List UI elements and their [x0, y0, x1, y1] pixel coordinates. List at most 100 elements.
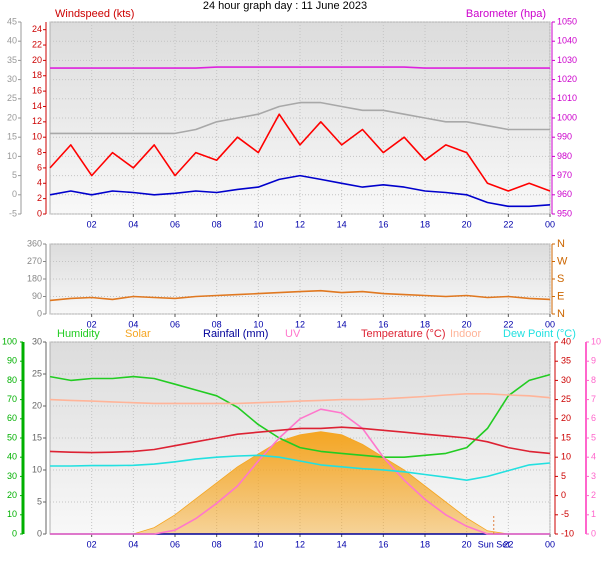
y-tick-label: 12 — [32, 116, 42, 126]
y-tick-label: 30 — [7, 74, 17, 84]
legend-entry: Dew Point (°C) — [503, 328, 576, 340]
x-tick-label: 14 — [337, 319, 347, 329]
x-tick-label: 18 — [420, 319, 430, 329]
x-tick-label: 16 — [378, 319, 388, 329]
y-tick-label: 14 — [32, 101, 42, 111]
y-tick-label: 990 — [557, 132, 572, 142]
y-tick-label: 0 — [12, 528, 17, 538]
y-tick-label: 30 — [32, 336, 42, 346]
y-tick-label: -5 — [561, 509, 569, 519]
y-tick-label: 4 — [591, 452, 596, 462]
y-tick-label: 0 — [12, 189, 17, 199]
y-tick-label: 8 — [591, 375, 596, 385]
y-tick-label: 40 — [561, 336, 571, 346]
legend-entry: Indoor — [450, 328, 482, 340]
x-tick-label: 10 — [253, 539, 263, 549]
y-tick-label: 1010 — [557, 93, 577, 103]
y-tick-label: 0 — [37, 308, 42, 318]
x-tick-label: 16 — [378, 539, 388, 549]
y-tick-label: S — [557, 273, 564, 285]
x-tick-label: 02 — [87, 539, 97, 549]
x-tick-label: 10 — [253, 219, 263, 229]
x-tick-label: 14 — [337, 539, 347, 549]
x-tick-label: 22 — [503, 219, 513, 229]
x-tick-label: 12 — [295, 539, 305, 549]
annotation: Sun Set — [478, 539, 511, 549]
y-tick-label: 10 — [32, 464, 42, 474]
legend-entry: Solar — [125, 328, 151, 340]
y-tick-label: 30 — [561, 375, 571, 385]
legend-entry: Humidity — [57, 328, 100, 340]
y-tick-label: 25 — [7, 93, 17, 103]
x-tick-label: 04 — [128, 539, 138, 549]
y-tick-label: 270 — [27, 256, 42, 266]
y-tick-label: 18 — [32, 70, 42, 80]
x-tick-label: 02 — [87, 319, 97, 329]
y-tick-label: 980 — [557, 151, 572, 161]
x-tick-label: 22 — [503, 539, 513, 549]
y-tick-label: 100 — [2, 336, 17, 346]
y-tick-label: 20 — [561, 413, 571, 423]
y-tick-label: 35 — [561, 356, 571, 366]
y-tick-label: 20 — [32, 55, 42, 65]
chart-title: 24 hour graph day : 11 June 2023 — [203, 0, 367, 12]
y-tick-label: 5 — [12, 170, 17, 180]
y-axis-title: Windspeed (kts) — [55, 8, 134, 20]
x-tick-label: 16 — [378, 219, 388, 229]
x-tick-label: 06 — [170, 219, 180, 229]
x-tick-label: 20 — [462, 219, 472, 229]
y-tick-label: 960 — [557, 189, 572, 199]
y-tick-label: 20 — [7, 490, 17, 500]
y-tick-label: 0 — [37, 208, 42, 218]
y-tick-label: 2 — [37, 193, 42, 203]
y-tick-label: 30 — [7, 471, 17, 481]
y-tick-label: 950 — [557, 208, 572, 218]
y-tick-label: 10 — [7, 509, 17, 519]
x-tick-label: 08 — [212, 219, 222, 229]
y-tick-label: 80 — [7, 375, 17, 385]
y-tick-label: 40 — [7, 452, 17, 462]
y-tick-label: 24 — [32, 24, 42, 34]
y-tick-label: -10 — [561, 528, 574, 538]
line — [49, 393, 551, 405]
y-tick-label: 7 — [591, 394, 596, 404]
x-tick-label: 04 — [128, 319, 138, 329]
y-tick-label: 90 — [7, 356, 17, 366]
x-tick-label: 18 — [420, 219, 430, 229]
x-tick-label: 20 — [462, 319, 472, 329]
y-tick-label: 1030 — [557, 55, 577, 65]
x-tick-label: 22 — [503, 319, 513, 329]
line — [50, 101, 550, 135]
line — [50, 454, 551, 481]
y-tick-label: -5 — [9, 208, 17, 218]
y-tick-label: 6 — [37, 162, 42, 172]
y-tick-label: 8 — [37, 147, 42, 157]
line — [49, 426, 551, 455]
y-tick-label: 4 — [37, 178, 42, 188]
y-tick-label: 10 — [591, 336, 601, 346]
y-tick-label: 20 — [32, 400, 42, 410]
y-tick-label: E — [557, 290, 564, 302]
y-tick-label: 5 — [591, 432, 596, 442]
x-tick-label: 20 — [462, 539, 472, 549]
y-tick-label: 25 — [561, 394, 571, 404]
y-tick-label: 70 — [7, 394, 17, 404]
y-tick-label: 6 — [591, 413, 596, 423]
legend-entry: UV — [285, 328, 301, 340]
y-tick-label: 1040 — [557, 36, 577, 46]
y-tick-label: 10 — [561, 452, 571, 462]
y-tick-label: 35 — [7, 55, 17, 65]
y-tick-label: 90 — [32, 291, 42, 301]
line — [50, 66, 550, 69]
y-tick-label: 15 — [561, 432, 571, 442]
y-tick-label: 25 — [32, 368, 42, 378]
y-tick-label: 360 — [27, 238, 42, 248]
y-tick-label: 10 — [7, 151, 17, 161]
y-tick-label: 2 — [591, 490, 596, 500]
y-tick-label: 5 — [37, 496, 42, 506]
x-tick-label: 00 — [545, 319, 555, 329]
line — [49, 174, 551, 208]
y-tick-label: 50 — [7, 432, 17, 442]
y-tick-label: 22 — [32, 39, 42, 49]
